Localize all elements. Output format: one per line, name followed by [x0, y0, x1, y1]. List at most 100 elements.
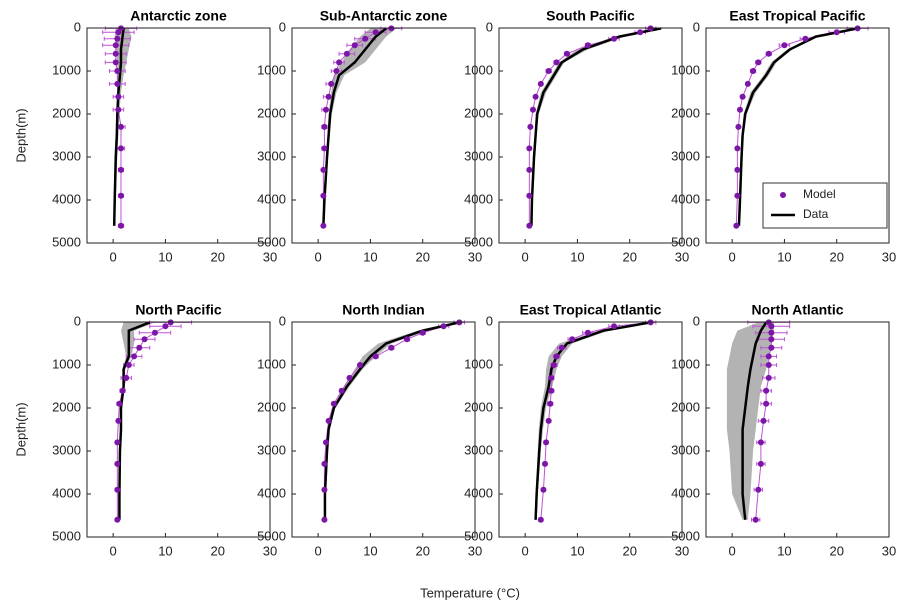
y-tick-label: 0: [74, 313, 81, 328]
y-axis-label: Depth(m): [13, 108, 28, 162]
model-point: [343, 50, 350, 57]
model-point: [537, 80, 544, 87]
model-point: [765, 374, 772, 381]
model-point: [131, 353, 138, 360]
x-tick-label: 10: [363, 543, 377, 558]
model-point: [540, 486, 547, 493]
y-tick-label: 4000: [52, 485, 81, 500]
model-point: [112, 59, 119, 66]
y-tick-label: 4000: [671, 485, 700, 500]
model-point: [548, 387, 555, 394]
plot-area: [292, 322, 475, 537]
model-point: [735, 123, 742, 130]
model-point: [320, 166, 327, 173]
y-tick-label: 3000: [464, 442, 493, 457]
model-point: [321, 516, 328, 523]
model-point: [736, 106, 743, 113]
panel: North Pacific Depth(m) 0 1000 2000 3000 4000 50…: [13, 302, 277, 559]
model-point: [545, 68, 552, 74]
model-point: [322, 439, 329, 446]
legend-box: [762, 182, 888, 229]
model-point: [404, 336, 411, 343]
legend-label: Data: [803, 207, 829, 221]
panel: South Pacific 0 1000 2000 3000 4000 5000 0 10 20 3…: [464, 8, 689, 265]
model-point: [141, 336, 148, 343]
model-point: [765, 353, 772, 360]
x-tick-label: 20: [415, 249, 429, 264]
model-point: [763, 400, 770, 407]
y-tick-label: 2000: [52, 105, 81, 120]
x-tick-label: 10: [570, 543, 584, 558]
model-point: [119, 387, 126, 394]
model-point: [321, 486, 328, 493]
model-point: [112, 42, 119, 49]
model-point: [527, 123, 534, 130]
model-point: [526, 166, 533, 173]
model-point: [162, 323, 169, 330]
model-point: [584, 42, 591, 49]
y-tick-label: 1000: [464, 356, 493, 371]
legend-marker: [780, 192, 786, 198]
x-tick-label: 0: [522, 249, 529, 264]
plot-frame: [705, 321, 890, 538]
panel: Sub-Antarctic zone 0 1000 2000 3000 4000 5000 0…: [257, 8, 482, 265]
model-point: [584, 329, 591, 336]
panel-title: Sub-Antarctic zone: [320, 8, 448, 24]
x-tick-label: 10: [158, 249, 172, 264]
y-tick-label: 5000: [52, 528, 81, 543]
model-point: [744, 80, 751, 87]
model-point: [117, 222, 124, 229]
model-point: [125, 362, 132, 368]
legend-label: Model: [803, 187, 836, 201]
plot-frame: [86, 321, 271, 538]
model-point: [547, 400, 554, 407]
plot-area: [499, 322, 682, 537]
model-point: [750, 68, 757, 74]
model-point: [114, 460, 121, 467]
x-tick-label: 0: [729, 249, 736, 264]
y-tick-label: 2000: [257, 105, 286, 120]
y-tick-label: 3000: [671, 442, 700, 457]
x-tick-label: 20: [829, 543, 843, 558]
data-line: [737, 27, 858, 226]
model-point: [768, 344, 775, 351]
x-tick-label: 20: [415, 543, 429, 558]
y-tick-label: 3000: [52, 148, 81, 163]
model-point: [114, 516, 121, 523]
model-point: [765, 50, 772, 57]
model-point: [734, 192, 741, 199]
x-tick-label: 10: [777, 543, 791, 558]
x-tick-label: 10: [158, 543, 172, 558]
panel: East Tropical Atlantic 0 1000 2000 3000 4000 5…: [464, 302, 689, 559]
x-tick-label: 30: [468, 249, 482, 264]
y-tick-label: 4000: [464, 191, 493, 206]
model-point: [117, 166, 124, 173]
model-point: [112, 50, 119, 57]
y-tick-label: 4000: [52, 191, 81, 206]
y-tick-label: 1000: [257, 356, 286, 371]
y-tick-label: 0: [74, 19, 81, 34]
panel-title: North Indian: [342, 302, 424, 318]
y-tick-label: 2000: [257, 399, 286, 414]
model-point: [755, 486, 762, 493]
model-point: [765, 362, 772, 368]
x-tick-label: 0: [315, 249, 322, 264]
x-tick-label: 30: [675, 249, 689, 264]
model-point: [115, 417, 122, 424]
model-point: [739, 93, 746, 100]
y-tick-label: 0: [279, 313, 286, 328]
x-tick-label: 30: [675, 543, 689, 558]
model-point: [115, 29, 122, 36]
model-point: [526, 222, 533, 229]
model-point: [117, 123, 124, 130]
plot-frame: [86, 27, 271, 244]
y-tick-label: 5000: [257, 234, 286, 249]
model-point: [526, 145, 533, 152]
x-tick-label: 30: [882, 543, 896, 558]
model-point: [320, 222, 327, 229]
model-point: [833, 29, 840, 36]
panel: North Atlantic 0 1000 2000 3000 4000 5000 0 10 20…: [671, 302, 896, 559]
model-point: [440, 323, 447, 330]
model-point: [117, 145, 124, 152]
model-point: [542, 460, 549, 467]
